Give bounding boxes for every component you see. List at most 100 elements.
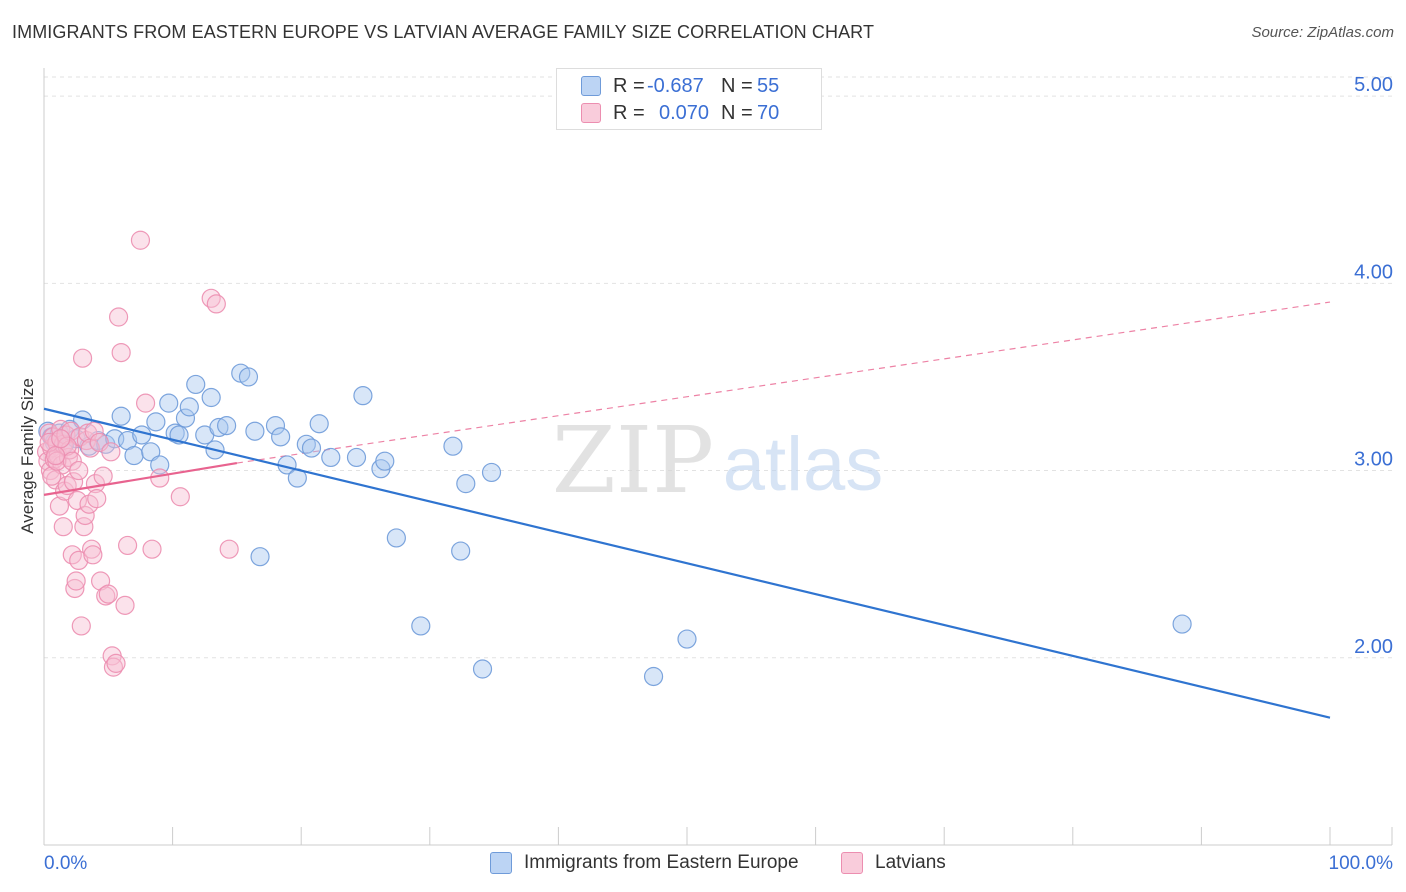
point-latvians bbox=[45, 445, 66, 466]
legend-n-label: N = bbox=[721, 74, 753, 97]
point-eastern-europe bbox=[1172, 614, 1192, 634]
legend-n-value: 55 bbox=[757, 74, 780, 97]
trend-lines-back bbox=[236, 301, 1331, 464]
point-latvians bbox=[101, 442, 121, 462]
trend-line-eastern-europe bbox=[43, 407, 1331, 719]
y-tick-label: 2.00 bbox=[1354, 636, 1393, 658]
legend-r-value: -0.687 bbox=[647, 74, 704, 97]
y-axis-label: Average Family Size bbox=[18, 378, 37, 534]
point-eastern-europe bbox=[375, 451, 395, 471]
point-eastern-europe bbox=[643, 666, 664, 687]
stats-legend: R = -0.687 N = 55 R = 0.070 N = 70 bbox=[556, 68, 822, 130]
y-tick-label: 5.00 bbox=[1354, 74, 1393, 96]
point-latvians bbox=[117, 535, 138, 556]
point-latvians bbox=[87, 489, 107, 509]
series-legend: Immigrants from Eastern Europe Latvians bbox=[0, 850, 1406, 880]
point-latvians bbox=[135, 393, 156, 413]
point-latvians bbox=[75, 505, 95, 526]
trend-line-latvians-extension bbox=[236, 301, 1331, 464]
legend-swatch-blue bbox=[490, 852, 512, 874]
point-eastern-europe bbox=[159, 393, 179, 413]
point-latvians bbox=[61, 421, 81, 441]
point-latvians bbox=[42, 466, 62, 486]
watermark-atlas: atlas bbox=[723, 422, 884, 507]
point-eastern-europe bbox=[309, 414, 329, 434]
tick-labels: 2.00 3.00 4.00 5.00 0.0% 100.0% bbox=[44, 74, 1393, 874]
point-eastern-europe bbox=[301, 438, 322, 458]
legend-row-latvians: R = 0.070 N = 70 bbox=[581, 100, 779, 126]
point-latvians bbox=[111, 342, 131, 363]
legend-item-label: Latvians bbox=[875, 852, 946, 873]
legend-n-label: N = bbox=[721, 101, 753, 124]
point-eastern-europe bbox=[175, 408, 196, 428]
x-tick-label-min: 0.0% bbox=[44, 853, 87, 874]
point-latvians bbox=[84, 421, 104, 441]
point-latvians bbox=[83, 545, 103, 565]
point-latvians bbox=[142, 539, 162, 559]
point-eastern-europe bbox=[481, 462, 502, 483]
point-eastern-europe bbox=[456, 474, 476, 494]
legend-swatch-pink bbox=[841, 852, 863, 874]
trend-line-latvians bbox=[43, 461, 238, 496]
point-eastern-europe bbox=[296, 434, 316, 454]
point-eastern-europe bbox=[443, 436, 463, 456]
axes bbox=[43, 68, 1393, 846]
point-eastern-europe bbox=[271, 427, 291, 447]
legend-r-label: R = bbox=[613, 101, 645, 124]
point-latvians bbox=[93, 466, 113, 486]
x-tick-label-max: 100.0% bbox=[1329, 853, 1394, 874]
point-latvians bbox=[69, 460, 89, 481]
point-eastern-europe bbox=[386, 528, 406, 548]
point-latvians bbox=[51, 429, 71, 449]
point-eastern-europe bbox=[245, 421, 265, 441]
legend-item-eastern-europe[interactable]: Immigrants from Eastern Europe bbox=[490, 852, 799, 874]
point-latvians bbox=[49, 496, 70, 516]
point-eastern-europe bbox=[451, 541, 471, 561]
y-tick-label: 3.00 bbox=[1354, 449, 1393, 471]
point-eastern-europe bbox=[150, 455, 170, 475]
legend-n-value: 70 bbox=[757, 101, 780, 124]
point-eastern-europe bbox=[346, 447, 367, 468]
point-latvians bbox=[170, 487, 190, 507]
point-latvians bbox=[201, 288, 221, 308]
data-points bbox=[36, 230, 1192, 687]
point-latvians bbox=[53, 517, 73, 537]
legend-swatch-blue bbox=[581, 76, 601, 96]
point-eastern-europe bbox=[238, 367, 259, 387]
point-latvians bbox=[98, 584, 118, 604]
point-latvians bbox=[72, 348, 93, 368]
chart-title: IMMIGRANTS FROM EASTERN EUROPE VS LATVIA… bbox=[12, 22, 875, 42]
point-latvians bbox=[219, 539, 239, 559]
point-eastern-europe bbox=[186, 374, 206, 395]
point-eastern-europe bbox=[265, 416, 286, 436]
point-latvians bbox=[66, 571, 86, 591]
point-eastern-europe bbox=[250, 547, 270, 567]
point-eastern-europe bbox=[411, 616, 431, 636]
legend-row-eastern-europe: R = -0.687 N = 55 bbox=[581, 73, 779, 99]
point-eastern-europe bbox=[111, 406, 131, 426]
point-eastern-europe bbox=[146, 412, 166, 432]
point-latvians bbox=[106, 653, 126, 673]
y-tick-label: 4.00 bbox=[1354, 261, 1393, 283]
point-eastern-europe bbox=[472, 659, 493, 679]
point-eastern-europe bbox=[132, 425, 152, 445]
legend-item-label: Immigrants from Eastern Europe bbox=[524, 852, 799, 873]
point-latvians bbox=[71, 616, 91, 636]
point-latvians bbox=[130, 230, 151, 250]
trend-lines-front bbox=[43, 407, 1331, 719]
legend-item-latvians[interactable]: Latvians bbox=[841, 852, 946, 874]
point-latvians bbox=[108, 307, 129, 327]
point-eastern-europe bbox=[321, 447, 341, 468]
point-eastern-europe bbox=[201, 387, 221, 408]
legend-swatch-pink bbox=[581, 103, 601, 123]
legend-r-value: 0.070 bbox=[659, 101, 710, 124]
point-eastern-europe bbox=[353, 386, 373, 406]
point-eastern-europe bbox=[217, 416, 237, 436]
source-attribution: Source: ZipAtlas.com bbox=[1251, 24, 1394, 41]
point-latvians bbox=[150, 468, 170, 488]
point-latvians bbox=[115, 595, 135, 615]
point-latvians bbox=[69, 550, 89, 571]
legend-r-label: R = bbox=[613, 74, 645, 97]
point-eastern-europe bbox=[141, 442, 161, 462]
